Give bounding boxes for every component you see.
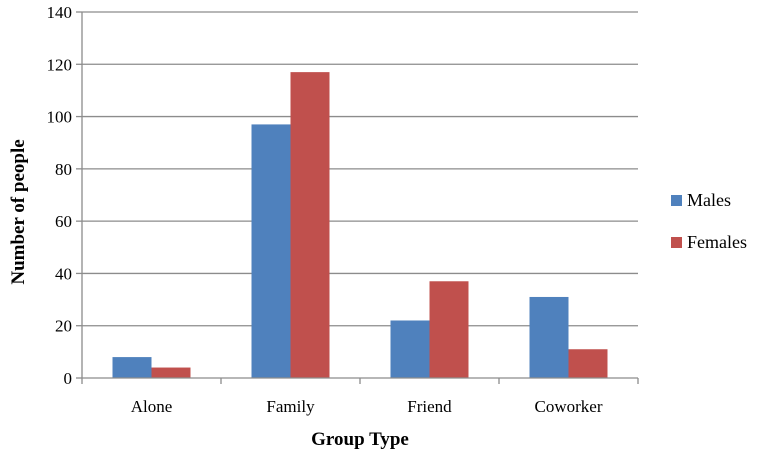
x-tick-labels: Alone Family Friend Coworker	[131, 397, 603, 416]
y-tick-labels: 0 20 40 60 80 100 120 140	[47, 3, 73, 388]
y-tick-label: 0	[64, 369, 73, 388]
bar-males-coworker	[529, 296, 569, 378]
y-tick-label: 40	[55, 264, 72, 283]
x-tick-label: Coworker	[535, 397, 603, 416]
legend: Males Females	[671, 190, 747, 252]
y-tick-label: 120	[47, 55, 73, 74]
bar-males-alone	[112, 357, 152, 378]
bar-males-friend	[390, 320, 430, 378]
y-tick-label: 20	[55, 317, 72, 336]
legend-label-males: Males	[687, 190, 731, 210]
bar-females-friend	[429, 281, 469, 378]
axes	[81, 12, 639, 384]
y-tick-label: 60	[55, 212, 72, 231]
x-tick-label: Family	[266, 397, 315, 416]
bars	[112, 72, 608, 379]
bar-females-coworker	[568, 349, 608, 378]
x-tick-label: Friend	[407, 397, 452, 416]
bar-males-family	[251, 124, 291, 379]
x-tick-label: Alone	[131, 397, 173, 416]
gridlines	[76, 11, 638, 379]
y-tick-label: 100	[47, 108, 73, 127]
bar-females-alone	[151, 367, 191, 378]
legend-swatch-females	[671, 237, 682, 248]
x-axis-title: Group Type	[311, 429, 409, 450]
y-tick-label: 80	[55, 160, 72, 179]
y-tick-label: 140	[47, 3, 73, 22]
y-axis-title: Number of people	[8, 139, 29, 284]
bar-females-family	[290, 72, 330, 378]
legend-label-females: Females	[687, 232, 747, 252]
legend-swatch-males	[671, 195, 682, 206]
